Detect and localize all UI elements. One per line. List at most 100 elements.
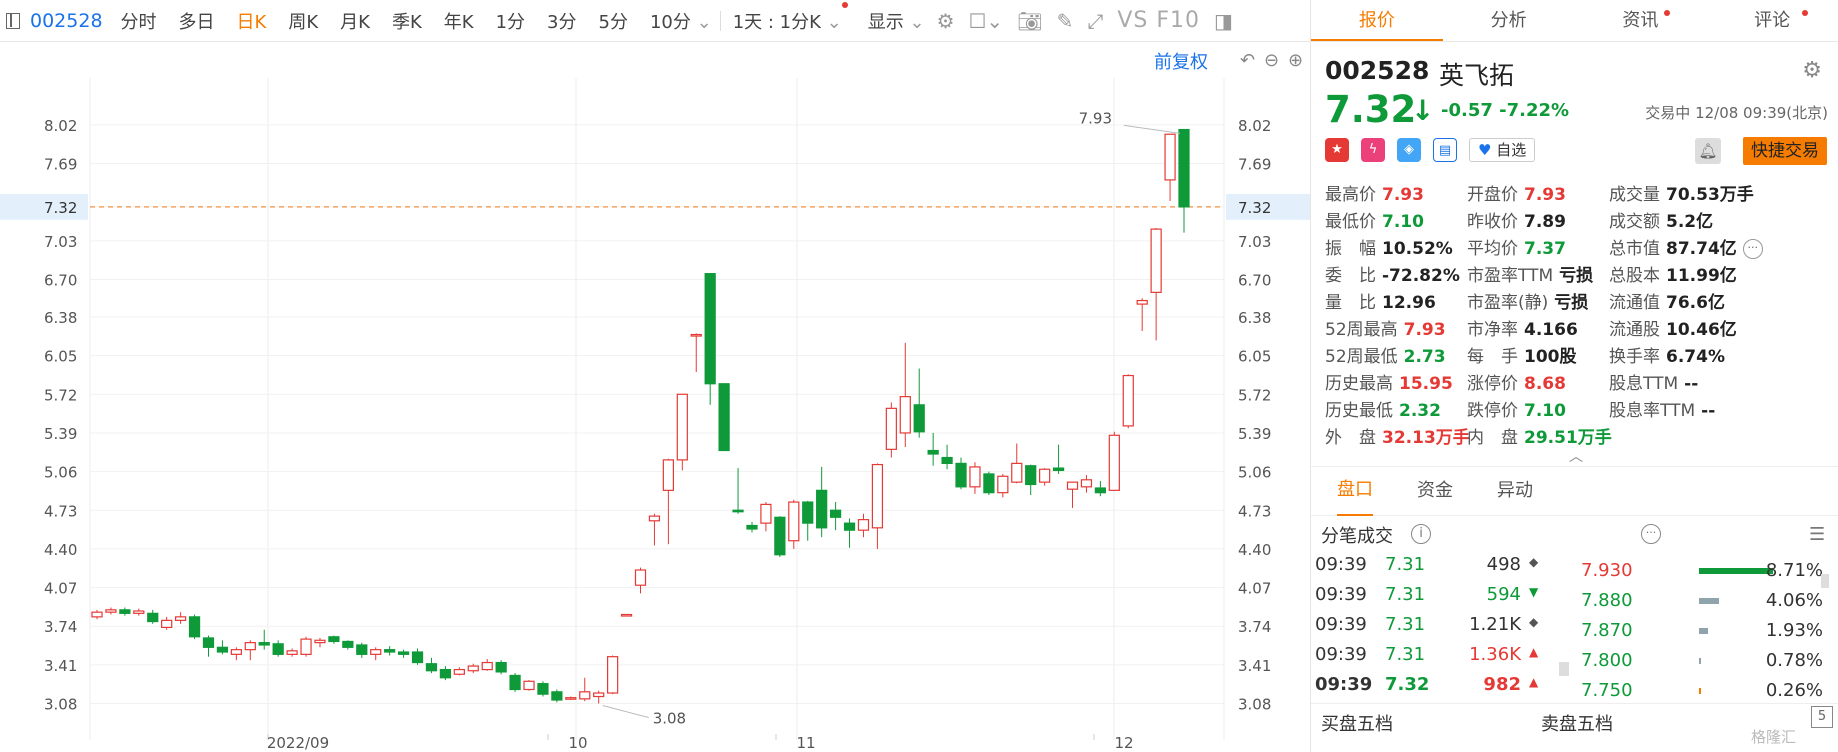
y-tick-right: 5.06: [1238, 464, 1271, 482]
more-options-icon[interactable]: ···: [1742, 239, 1763, 259]
tag-icon[interactable]: ◈: [1397, 138, 1421, 162]
camera-icon[interactable]: 📷︎: [1017, 8, 1043, 33]
x-tick-label: 12: [1114, 734, 1133, 752]
gear-icon[interactable]: ⚙: [1802, 58, 1822, 83]
zoom-out-icon[interactable]: ⊖: [1264, 50, 1280, 71]
more-options-icon[interactable]: ···: [1641, 524, 1661, 544]
period-quarterly[interactable]: 季K: [391, 11, 422, 33]
subtab-movement[interactable]: 异动: [1497, 480, 1533, 501]
pencil-icon[interactable]: ✎: [1056, 8, 1074, 33]
y-tick-left: 6.70: [44, 271, 77, 289]
current-price-label-bg-right: [1226, 193, 1310, 220]
lightning-icon[interactable]: ϟ: [1361, 138, 1385, 162]
y-tick-left: 4.07: [44, 580, 77, 598]
depth-level-badge[interactable]: 5: [1811, 706, 1833, 728]
period-yearly[interactable]: 年K: [443, 11, 474, 33]
watch-label: 自选: [1496, 141, 1527, 159]
tick-price: 7.31: [1385, 614, 1426, 635]
scrollbar[interactable]: [1559, 662, 1569, 676]
tab-news[interactable]: 资讯: [1575, 0, 1707, 41]
range-dropdown[interactable]: 1天 : 1分K ⌄: [732, 1, 848, 34]
level-volume-bar: [1699, 568, 1773, 574]
interval-dropdown[interactable]: 10分 ⌄: [650, 8, 712, 34]
period-daily[interactable]: 日K: [236, 11, 267, 33]
candle-up: [690, 333, 702, 337]
display-dropdown[interactable]: 显示 ⌄: [868, 8, 925, 34]
candle-up: [899, 396, 911, 434]
candle-down: [927, 449, 939, 455]
candle-up: [579, 691, 591, 700]
display-dropdown-label: 显示: [867, 11, 904, 33]
y-tick-right: 8.02: [1238, 117, 1271, 135]
info-icon[interactable]: i: [1411, 524, 1431, 544]
bookmark-icon[interactable]: ▤: [1433, 138, 1457, 162]
scrollbar[interactable]: [1821, 574, 1829, 588]
period-multiday[interactable]: 多日: [178, 11, 215, 33]
china-flag-icon[interactable]: ★: [1325, 138, 1349, 162]
subtab-orderbook[interactable]: 盘口: [1337, 466, 1373, 516]
candle-up: [453, 668, 465, 675]
quote-row: 市净率 4.166: [1467, 317, 1612, 344]
sidebar-toggle-icon[interactable]: [6, 12, 20, 29]
subtab-capital[interactable]: 资金: [1417, 480, 1453, 501]
candle-up: [1122, 374, 1134, 427]
candle-up: [648, 515, 661, 522]
forward-adjust-toggle[interactable]: 前复权: [1154, 52, 1208, 73]
tab-comments[interactable]: 评论: [1706, 0, 1838, 41]
zoom-in-icon[interactable]: ⊕: [1288, 50, 1304, 71]
menu-icon[interactable]: ☰: [1809, 524, 1826, 545]
quote-row: 换手率 6.74%: [1609, 344, 1763, 371]
fullscreen-icon[interactable]: ⤢: [1087, 8, 1104, 33]
quote-label: 内 盘: [1467, 428, 1518, 448]
level-percent: 8.71%: [1765, 560, 1823, 581]
panel-collapse-icon[interactable]: ◨: [1214, 8, 1233, 33]
tick-direction-icon: ▲: [1529, 645, 1539, 659]
range-dropdown-label: 1天 : 1分K: [732, 11, 821, 33]
candle-down: [342, 640, 354, 648]
quote-value: 76.6亿: [1666, 293, 1725, 313]
y-tick-left: 3.74: [44, 618, 77, 636]
square-tool-icon[interactable]: ☐⌄: [968, 8, 1004, 33]
quote-row: 成交量 70.53万手: [1609, 182, 1763, 209]
quick-trade-button[interactable]: 快捷交易: [1743, 137, 1827, 165]
price-level-row: 7.930 8.71%: [1581, 556, 1831, 586]
period-3min[interactable]: 3分: [547, 11, 577, 33]
settings-gear-icon[interactable]: ⚙: [936, 8, 955, 33]
candle-up: [286, 650, 298, 655]
quote-label: 量 比: [1325, 293, 1376, 313]
chart-canvas[interactable]: 8.02 8.02 7.69 7.69 7.32 7.03 7.03 6.70 6.70 6.38…: [0, 42, 1310, 752]
quote-row: 最高价 7.93: [1325, 182, 1470, 209]
add-watchlist-button[interactable]: ♥ 自选: [1469, 138, 1536, 162]
period-intraday[interactable]: 分时: [120, 11, 157, 33]
period-1min[interactable]: 1分: [495, 11, 526, 33]
bell-icon[interactable]: 🔔︎: [1695, 138, 1721, 164]
quote-column-1: 最高价 7.93 最低价 7.10 振 幅 10.52% 委 比 -72.82% 量 比 12.9…: [1325, 182, 1470, 452]
candle-up: [523, 680, 535, 691]
y-tick-left: 4.73: [44, 502, 77, 520]
vs-f10-button[interactable]: VS F10: [1117, 8, 1200, 33]
level-volume-bar: [1699, 688, 1701, 694]
tick-time: 09:39: [1315, 584, 1367, 605]
tick-volume: 1.36K: [1469, 644, 1521, 665]
candle-up: [1136, 299, 1148, 305]
undo-icon[interactable]: ↶: [1240, 50, 1256, 71]
tab-quote[interactable]: 报价: [1311, 0, 1443, 41]
period-monthly[interactable]: 月K: [340, 11, 370, 33]
price-levels-list: 7.930 8.71% 7.880 4.06% 7.870 1.93% 7.800 0.78%…: [1581, 556, 1831, 706]
tab-analysis[interactable]: 分析: [1443, 0, 1575, 41]
period-weekly[interactable]: 周K: [288, 11, 319, 33]
period-5min[interactable]: 5分: [598, 11, 628, 33]
candle-down: [397, 651, 410, 655]
candle-down: [356, 644, 368, 655]
tick-row: 09:39 7.31 498 ◆: [1311, 550, 1538, 580]
candle-up: [1011, 462, 1023, 483]
quote-value: 87.74亿: [1666, 239, 1737, 259]
quote-value: 2.32: [1399, 401, 1441, 421]
quote-label: 外 盘: [1325, 428, 1376, 448]
candle-up: [300, 638, 312, 655]
candlestick-chart[interactable]: 8.02 8.02 7.69 7.69 7.32 7.03 7.03 6.70 6.70 6.38…: [0, 42, 1310, 752]
collapse-caret-icon[interactable]: ︿: [1569, 449, 1583, 465]
stock-code[interactable]: 002528: [30, 9, 103, 32]
divider: [719, 10, 721, 31]
y-tick-right: 6.05: [1238, 348, 1271, 366]
